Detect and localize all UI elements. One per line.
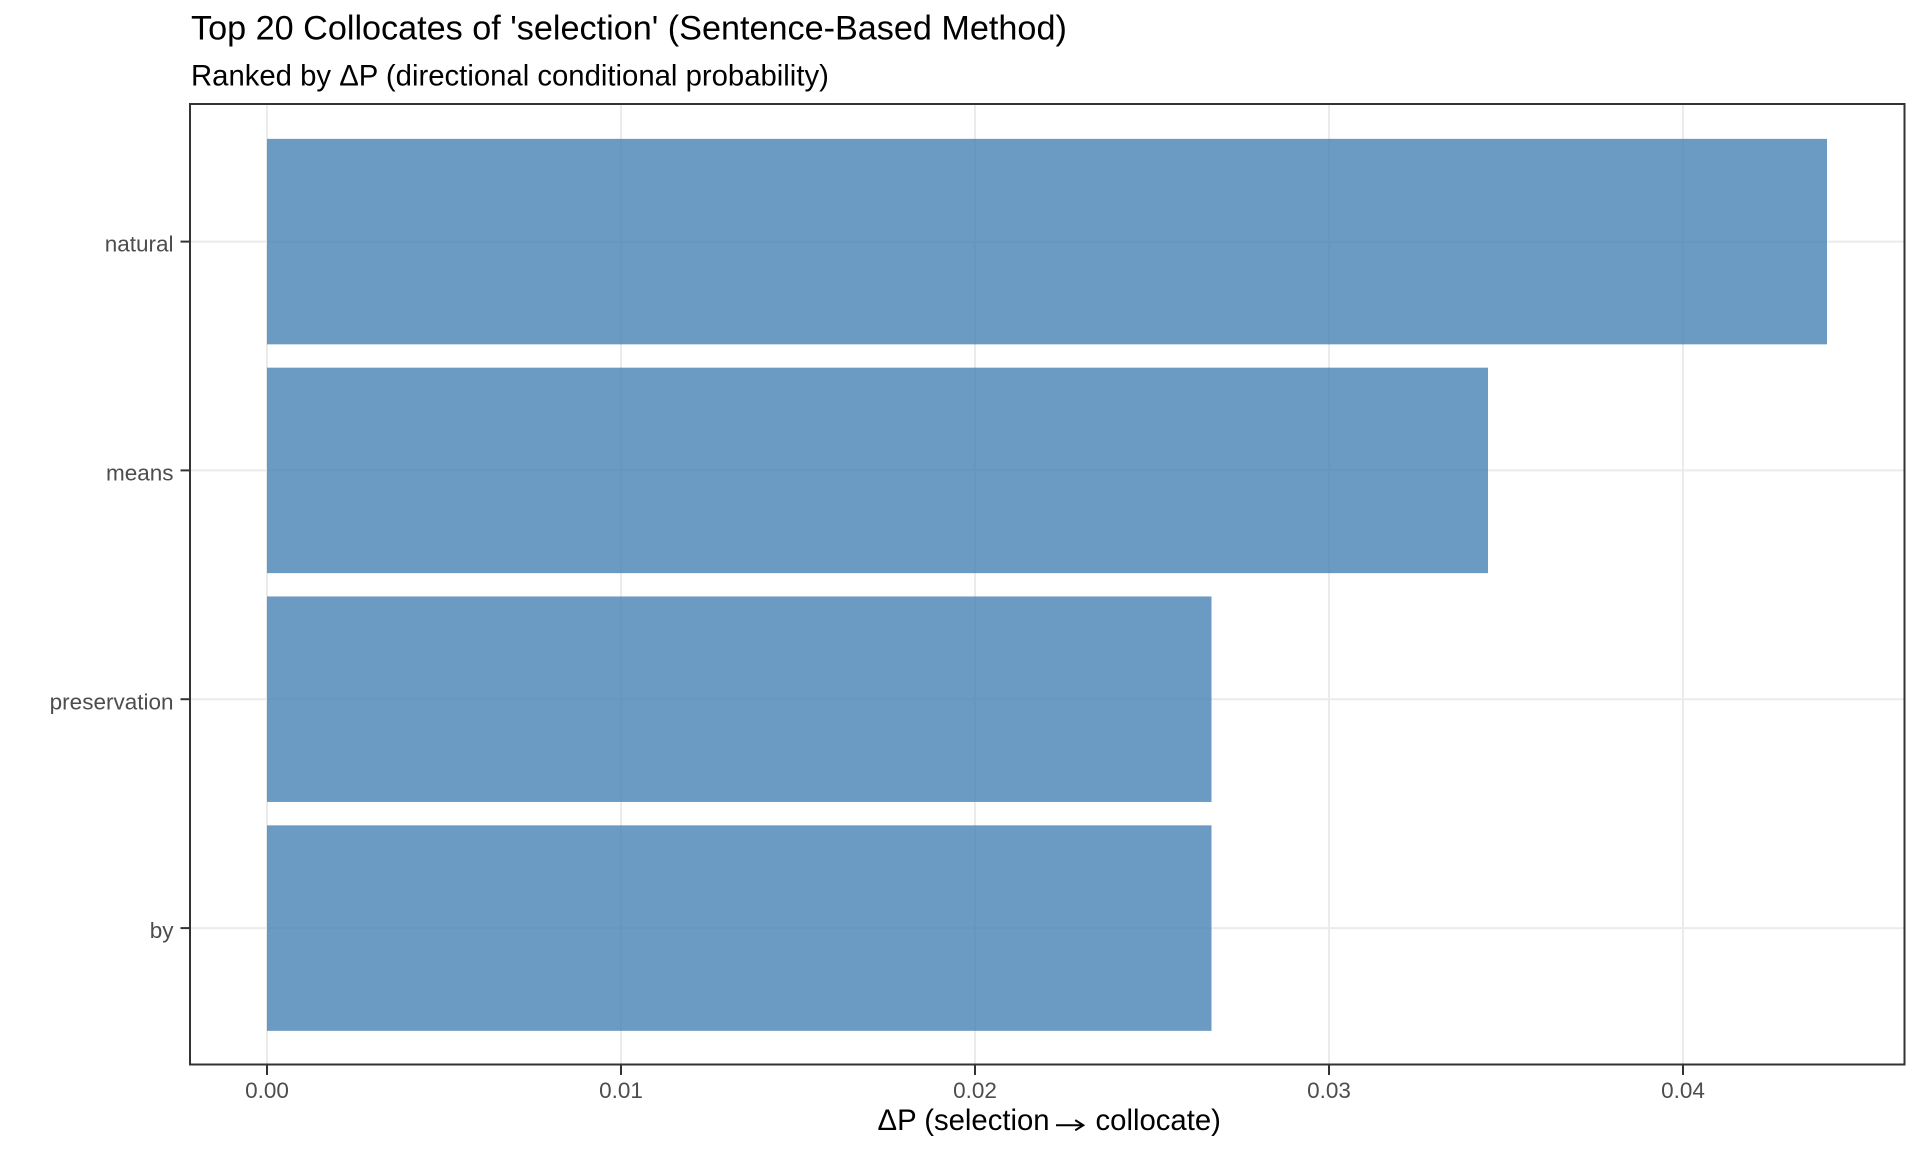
svg-text:0.04: 0.04 <box>1661 1078 1705 1103</box>
svg-text:0.01: 0.01 <box>599 1078 643 1103</box>
svg-text:by: by <box>150 918 175 943</box>
svg-text:means: means <box>106 460 174 485</box>
svg-text:collocate): collocate) <box>1096 1104 1221 1137</box>
svg-text:natural: natural <box>105 232 174 257</box>
svg-text:preservation: preservation <box>50 689 174 714</box>
svg-text:ΔP (selection: ΔP (selection <box>878 1104 1050 1137</box>
svg-text:Top 20 Collocates of 'selectio: Top 20 Collocates of 'selection' (Senten… <box>191 10 1067 48</box>
svg-text:Ranked by ΔP (directional cond: Ranked by ΔP (directional conditional pr… <box>191 60 829 93</box>
svg-text:0.03: 0.03 <box>1307 1078 1351 1103</box>
svg-text:0.02: 0.02 <box>953 1078 997 1103</box>
svg-text:0.00: 0.00 <box>245 1078 289 1103</box>
